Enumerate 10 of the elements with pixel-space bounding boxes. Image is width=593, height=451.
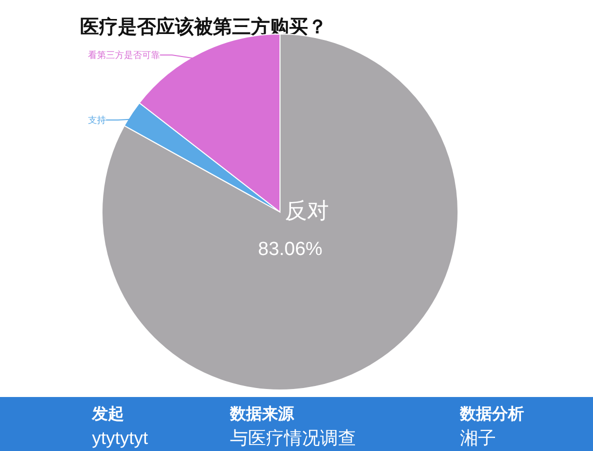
- text: 数据分析: [459, 405, 524, 423]
- slice-label: 看第三方是否可靠: [88, 50, 160, 60]
- text: 发起: [91, 405, 124, 423]
- slice-label: 反对: [285, 198, 329, 223]
- slice-label: 支持: [88, 115, 106, 125]
- data-label: 83.06%: [258, 239, 323, 260]
- text: 与医疗情况调查: [230, 428, 356, 448]
- text: ytytytyt: [92, 428, 148, 448]
- text: 湘子: [460, 428, 496, 448]
- text: 数据来源: [229, 405, 295, 423]
